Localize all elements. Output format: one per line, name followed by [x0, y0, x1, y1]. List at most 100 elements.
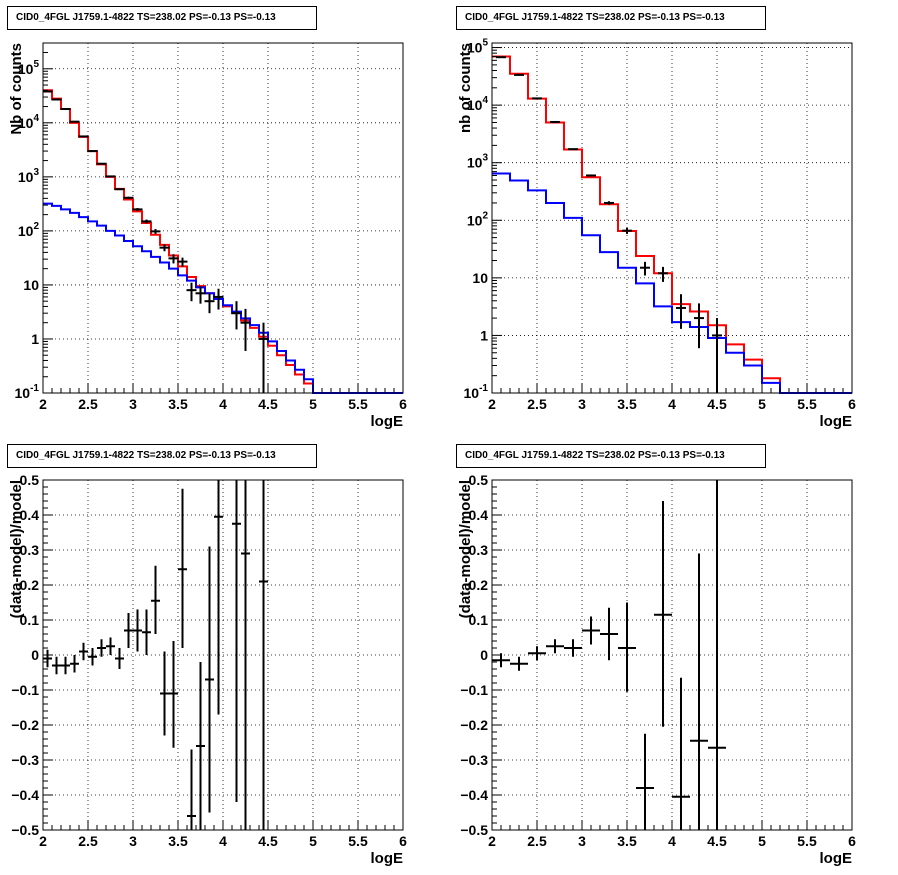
y-tick-label: 0.5 [469, 472, 489, 488]
y-tick-label: 10-1 [15, 383, 40, 401]
y-tick-label: 10 [23, 277, 39, 293]
x-tick-label: 2.5 [527, 396, 547, 412]
y-tick-label: −0.5 [11, 822, 39, 838]
x-tick-label: 5 [758, 833, 766, 849]
data-point [159, 244, 170, 252]
data-point [61, 656, 70, 675]
data-point [79, 642, 88, 661]
y-tick-label: 103 [18, 167, 40, 185]
data-point [69, 120, 80, 123]
data-point [43, 649, 52, 668]
y-tick-label: 105 [18, 59, 40, 77]
y-tick-label: 102 [18, 221, 40, 239]
data-point [96, 162, 107, 165]
x-tick-label: 6 [399, 833, 407, 849]
data-point [528, 646, 546, 661]
data-point [600, 607, 618, 661]
x-tick-label: 5.5 [797, 396, 817, 412]
data-point [532, 97, 542, 100]
y-tick-label: 0.1 [469, 612, 489, 628]
y-tick-label: −0.4 [11, 787, 39, 803]
data-point [186, 282, 197, 302]
data-point [658, 266, 668, 282]
x-tick-label: 2 [488, 396, 496, 412]
histogram-series [43, 202, 403, 394]
x-tick-label: 3.5 [168, 396, 188, 412]
y-tick-label: −0.2 [11, 717, 39, 733]
x-tick-label: 6 [848, 396, 856, 412]
y-tick-label: −0.3 [11, 752, 39, 768]
x-tick-label: 5 [309, 833, 317, 849]
data-point [546, 639, 564, 654]
y-axis-label: (data-model)/model [8, 480, 25, 618]
data-point [618, 602, 636, 692]
data-point [708, 480, 726, 830]
pad-top-right: 2 2.5 3 3.5 4 4.5 5 5.5 6 10-1 1 10 102 103 104 105 logE… [457, 38, 856, 430]
y-tick-label: 105 [467, 38, 489, 56]
x-tick-label: 3 [578, 833, 586, 849]
data-point [622, 227, 632, 234]
data-point [258, 322, 269, 393]
data-point [51, 98, 62, 101]
pad-title: CID0_4FGL J1759.1-4822 TS=238.02 PS=-0.1… [456, 6, 766, 30]
x-tick-label: 2 [488, 833, 496, 849]
data-point [195, 286, 206, 304]
data-point [87, 150, 98, 153]
y-tick-label: −0.3 [460, 752, 488, 768]
data-point [151, 565, 160, 634]
x-tick-label: 3.5 [617, 396, 637, 412]
y-tick-label: 0.2 [469, 577, 489, 593]
data-point [213, 288, 224, 310]
data-point [510, 656, 528, 671]
x-tick-label: 2 [39, 833, 47, 849]
x-axis-label: logE [820, 413, 853, 430]
y-tick-label: 10-1 [464, 383, 489, 401]
x-tick-label: 4 [219, 396, 227, 412]
x-tick-label: 2 [39, 396, 47, 412]
data-point [676, 294, 686, 329]
data-point [124, 613, 133, 648]
y-axis-label: nb of counts [457, 43, 474, 133]
data-point [187, 749, 196, 830]
data-point [231, 301, 242, 330]
data-point [654, 501, 672, 727]
y-tick-label: −0.4 [460, 787, 488, 803]
y-tick-label: 1 [480, 327, 488, 343]
y-tick-label: 102 [467, 210, 489, 228]
data-point [168, 254, 179, 264]
pad-title: CID0_4FGL J1759.1-4822 TS=238.02 PS=-0.1… [456, 444, 766, 468]
data-point [133, 609, 142, 652]
data-point [232, 480, 241, 802]
data-point [123, 196, 134, 199]
y-tick-label: 104 [18, 113, 40, 131]
pad-bottom-right: 2 2.5 3 3.5 4 4.5 5 5.5 6 −0.5 −0.4 −0.3 −0.2 −0.1 0 0.… [457, 472, 856, 867]
data-point [568, 148, 578, 151]
data-point [550, 120, 560, 123]
data-point [52, 656, 61, 675]
x-tick-label: 5 [758, 396, 766, 412]
x-tick-label: 5.5 [348, 833, 368, 849]
y-tick-label: −0.1 [460, 682, 488, 698]
y-tick-label: 0.3 [20, 542, 40, 558]
y-tick-label: 0.3 [469, 542, 489, 558]
data-point [115, 648, 124, 669]
x-tick-label: 2.5 [78, 396, 98, 412]
data-point [712, 318, 722, 393]
x-tick-label: 4.5 [258, 833, 278, 849]
data-point [160, 651, 169, 736]
data-point [142, 609, 151, 655]
y-tick-label: 0.2 [20, 577, 40, 593]
x-tick-label: 4.5 [707, 833, 727, 849]
data-point [694, 303, 704, 349]
data-point [177, 257, 188, 267]
data-point [105, 175, 116, 178]
x-tick-label: 4 [668, 833, 676, 849]
y-tick-label: −0.1 [11, 682, 39, 698]
data-point [60, 108, 71, 111]
y-axis-label: Nb of counts [8, 43, 25, 135]
y-tick-label: 0 [480, 647, 488, 663]
x-tick-label: 3 [129, 396, 137, 412]
data-point [240, 308, 251, 351]
x-tick-label: 6 [848, 833, 856, 849]
data-point [106, 637, 115, 655]
